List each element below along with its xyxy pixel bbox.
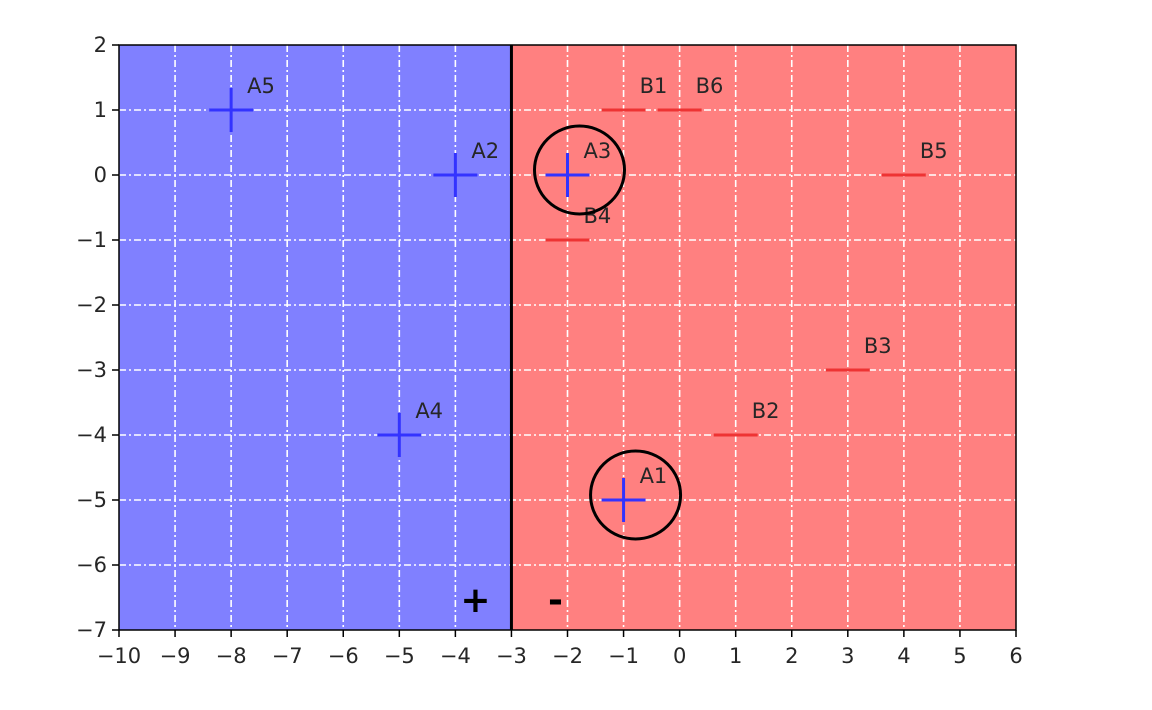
x-tick-label: −3 <box>496 644 527 668</box>
plus-marker <box>377 413 422 457</box>
point-label-b4: B4 <box>584 204 612 228</box>
x-tick-label: 6 <box>1009 644 1022 668</box>
x-tick-label: −2 <box>552 644 583 668</box>
x-tick-label: 0 <box>673 644 686 668</box>
x-tick-label: −5 <box>384 644 415 668</box>
x-tick-label: 1 <box>729 644 742 668</box>
point-label-b6: B6 <box>696 74 724 98</box>
point-label-b3: B3 <box>864 334 892 358</box>
point-label-a3: A3 <box>584 139 612 163</box>
x-tick-label: −4 <box>440 644 471 668</box>
x-tick-label: −1 <box>608 644 639 668</box>
y-tick-label: 2 <box>94 33 107 57</box>
plus-marker <box>601 478 646 522</box>
y-tick-label: −5 <box>76 488 107 512</box>
y-tick-label: 1 <box>94 98 107 122</box>
highlight-circle <box>589 449 683 541</box>
x-tick-label: 2 <box>785 644 798 668</box>
x-tick-label: −10 <box>97 644 141 668</box>
point-label-b1: B1 <box>640 74 668 98</box>
y-tick-label: −2 <box>76 293 107 317</box>
point-label-a2: A2 <box>471 139 499 163</box>
plus-marker <box>433 153 478 197</box>
y-tick-label: −4 <box>76 423 107 447</box>
y-tick-label: 0 <box>94 163 107 187</box>
y-tick-label: −7 <box>76 618 107 642</box>
y-tick-label: −3 <box>76 358 107 382</box>
region-right-symbol: - <box>548 580 563 621</box>
region-left-symbol: + <box>460 580 490 621</box>
x-tick-label: −7 <box>272 644 303 668</box>
x-tick-label: 5 <box>953 644 966 668</box>
highlight-circle <box>533 124 626 216</box>
x-tick-label: −6 <box>328 644 359 668</box>
point-label-b5: B5 <box>920 139 948 163</box>
y-tick-label: −1 <box>76 228 107 252</box>
point-label-a1: A1 <box>640 464 668 488</box>
region-left-background <box>119 45 512 630</box>
point-label-a4: A4 <box>415 399 443 423</box>
x-tick-label: 3 <box>841 644 854 668</box>
x-tick-label: −8 <box>216 644 247 668</box>
point-label-a5: A5 <box>247 74 275 98</box>
x-tick-label: 4 <box>897 644 910 668</box>
y-tick-label: −6 <box>76 553 107 577</box>
plus-marker <box>209 88 254 132</box>
x-tick-label: −9 <box>160 644 191 668</box>
point-label-b2: B2 <box>752 399 780 423</box>
region-right-background <box>511 45 1016 630</box>
plus-marker <box>545 153 590 197</box>
